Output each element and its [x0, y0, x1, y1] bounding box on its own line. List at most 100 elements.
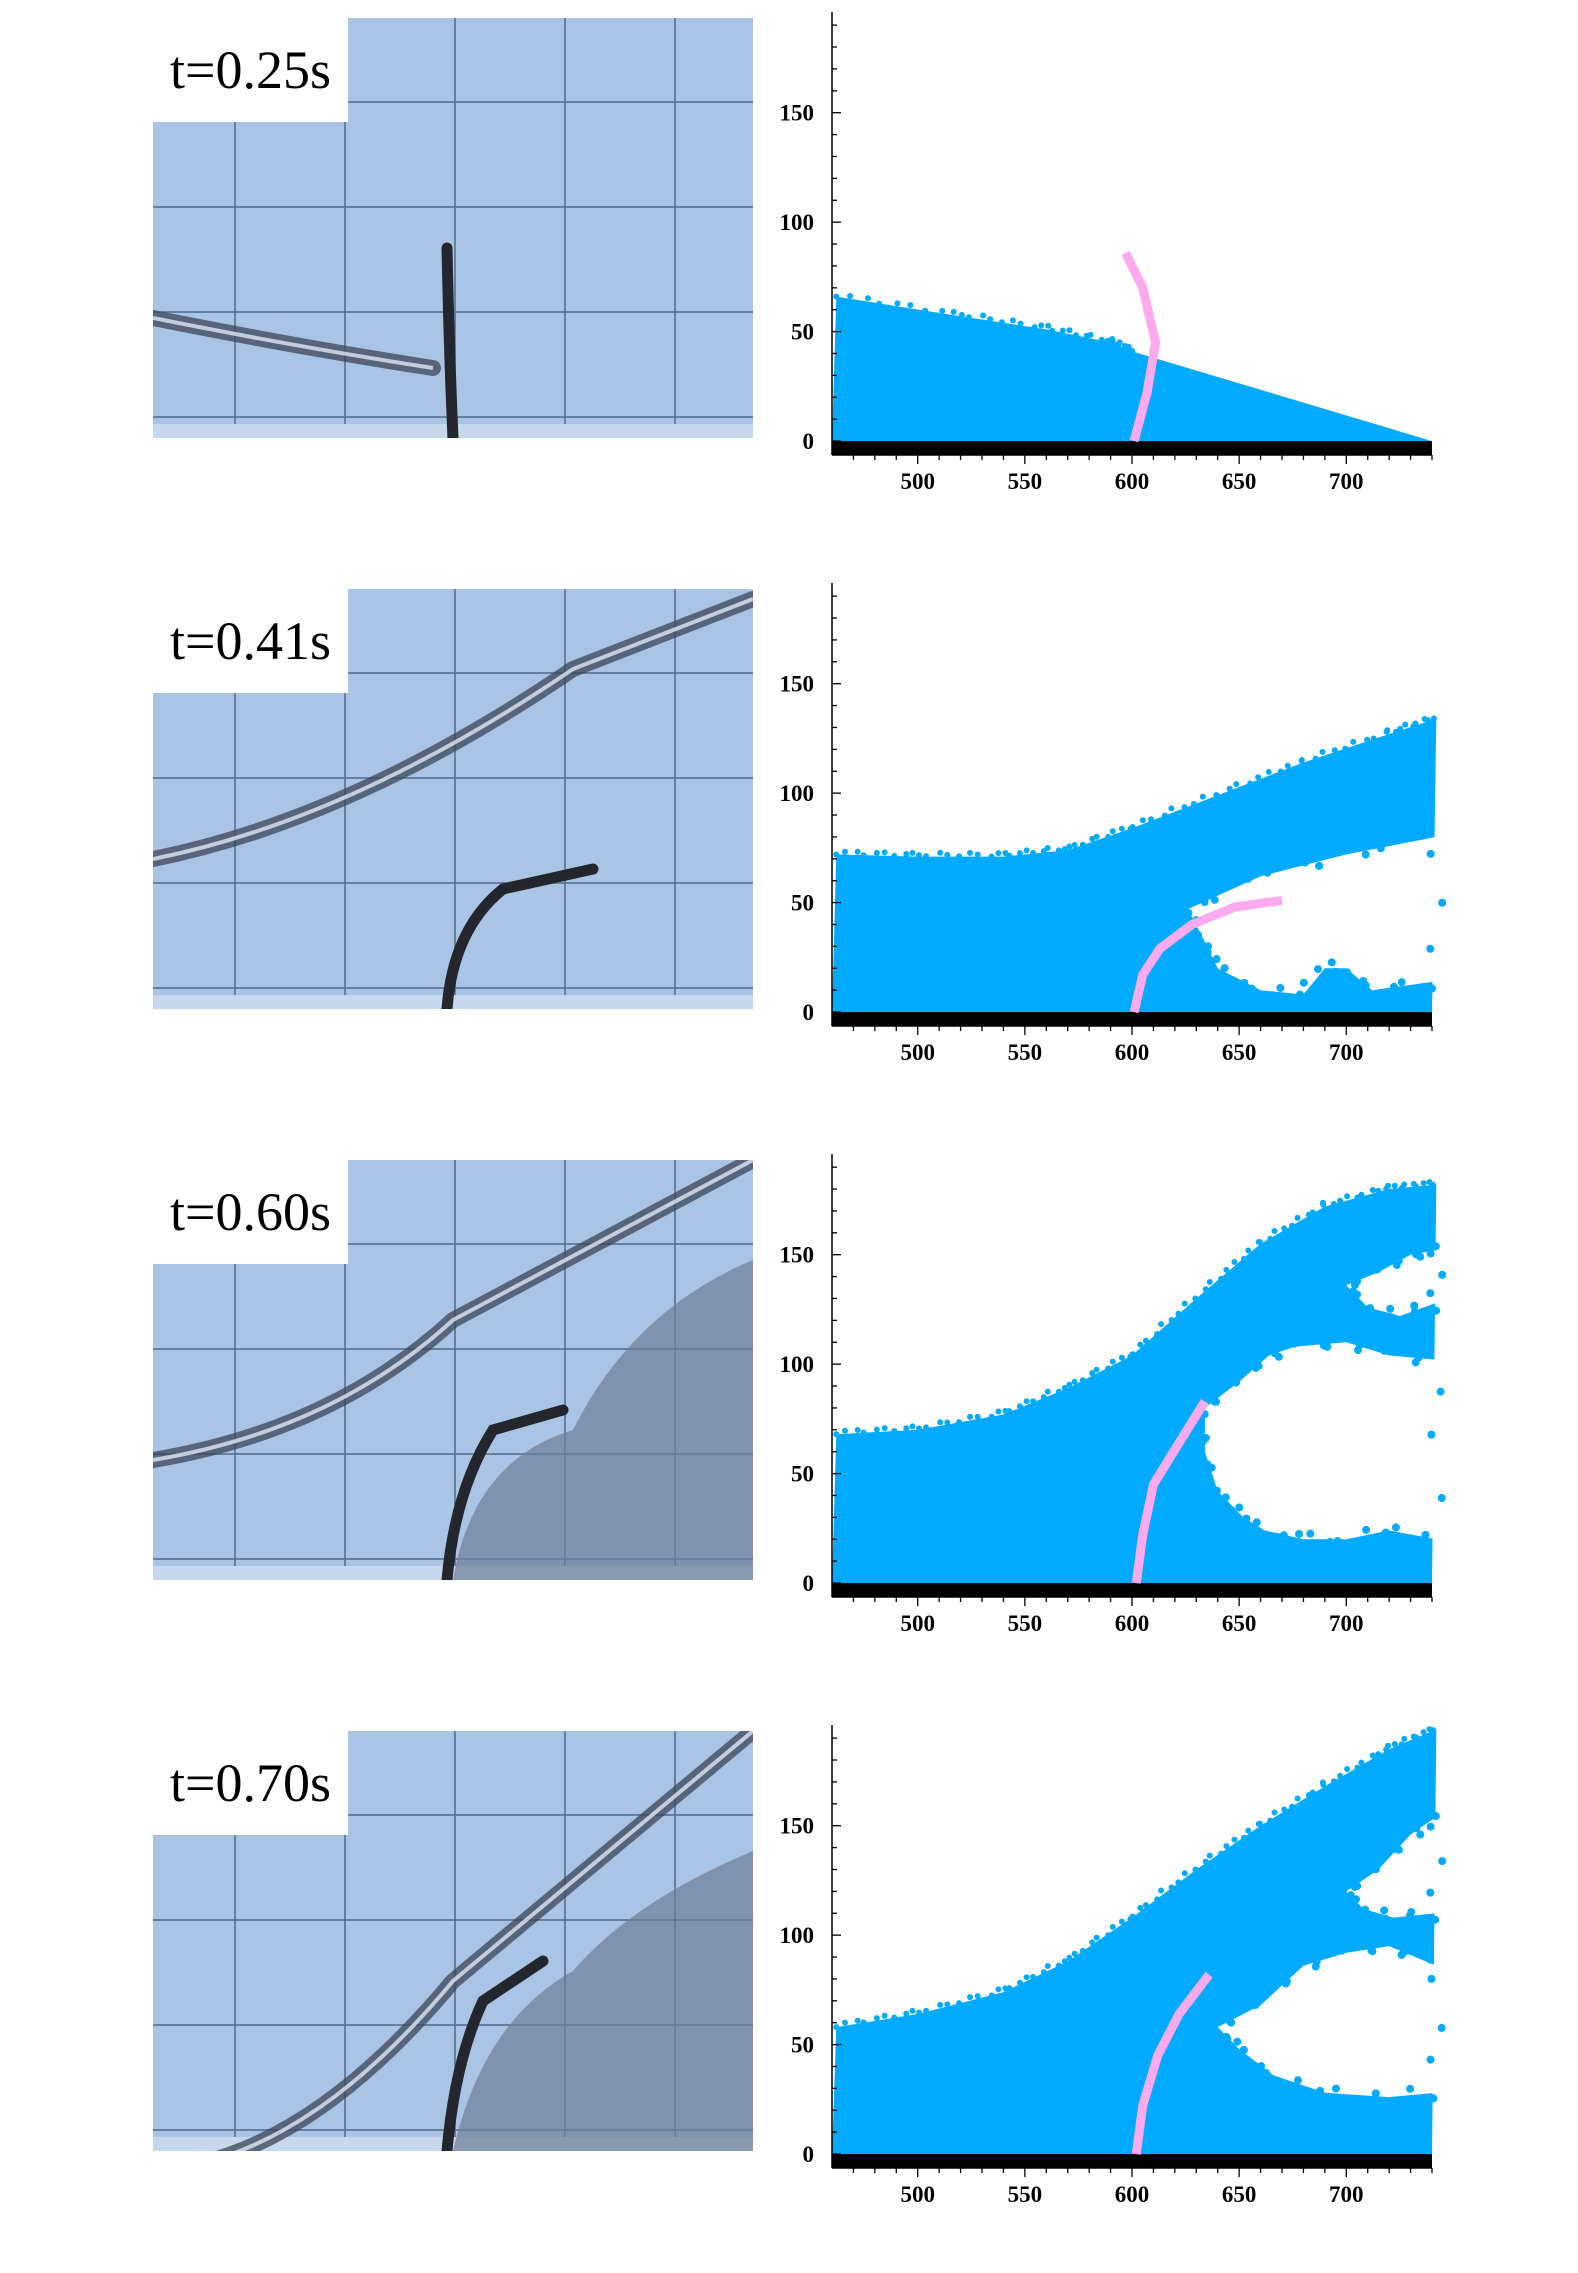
droplet [1427, 984, 1436, 993]
y-tick-label: 100 [780, 1923, 815, 1948]
surface-particle [1223, 1843, 1230, 1850]
surface-particle [1401, 1181, 1408, 1188]
droplet [1233, 2037, 1242, 2046]
surface-particle [1066, 843, 1073, 850]
surface-particle [937, 1419, 944, 1426]
y-tick-label: 0 [803, 2142, 815, 2167]
surface-particle [833, 293, 840, 300]
droplet [1386, 1304, 1395, 1313]
droplet [1235, 1503, 1244, 1512]
surface-particle [1384, 727, 1391, 734]
y-tick-label: 100 [780, 1352, 815, 1377]
droplet [1421, 1530, 1430, 1539]
droplet [1426, 944, 1435, 953]
y-tick-label: 0 [803, 1000, 815, 1025]
surface-particle [1040, 1969, 1047, 1976]
jet-highlight [153, 1160, 753, 1462]
x-tick-label: 600 [1115, 1040, 1150, 1065]
surface-particle [909, 849, 916, 856]
y-tick-label: 150 [780, 672, 815, 697]
droplet [1200, 898, 1209, 907]
surface-particle [1168, 805, 1175, 812]
droplet [1406, 1911, 1415, 1920]
jet-highlight [153, 316, 434, 370]
surface-particle [1309, 1789, 1316, 1796]
x-tick-label: 550 [1008, 1611, 1043, 1636]
droplet [1360, 2096, 1369, 2105]
splash-mass [453, 1851, 753, 2151]
y-tick-label: 100 [780, 781, 815, 806]
flexible-plate [441, 1955, 549, 2151]
surface-particle [1129, 1913, 1136, 1920]
surface-particle [1284, 762, 1291, 769]
surface-particle [944, 2001, 951, 2008]
droplet [1242, 1514, 1251, 1523]
droplet [1251, 1363, 1260, 1372]
surface-particle [841, 1427, 848, 1434]
y-tick-label: 0 [803, 429, 815, 454]
flexible-plate [441, 242, 459, 438]
droplet [1210, 895, 1219, 904]
surface-particle [1192, 1866, 1199, 1873]
surface-particle [1231, 1836, 1238, 1843]
x-tick-label: 500 [900, 1040, 935, 1065]
surface-particle [1364, 736, 1371, 743]
surface-particle [1137, 1904, 1144, 1911]
surface-particle [1017, 320, 1024, 327]
surface-particle [1385, 1742, 1392, 1749]
droplet [1282, 1977, 1291, 1986]
surface-particle [1105, 1932, 1112, 1939]
time-label: t=0.70s [153, 1731, 348, 1835]
surface-particle [833, 1431, 840, 1438]
surface-particle [1104, 337, 1111, 344]
x-tick-label: 550 [1008, 1040, 1043, 1065]
surface-particle [1061, 846, 1068, 853]
jet-highlight [153, 597, 753, 861]
y-tick-label: 150 [780, 101, 815, 126]
surface-particle [1294, 1214, 1301, 1221]
surface-particle [891, 852, 898, 859]
surface-particle [980, 312, 987, 319]
time-label: t=0.41s [153, 589, 348, 693]
splash-particles [1349, 1242, 1447, 1322]
x-tick-label: 700 [1329, 1611, 1364, 1636]
surface-particle [1016, 1403, 1023, 1410]
droplet [1350, 1882, 1359, 1891]
surface-particle [1059, 327, 1066, 334]
surface-particle [1255, 1239, 1262, 1246]
droplet [1437, 2023, 1446, 2032]
jet-highlight [233, 1731, 753, 2151]
droplet [1270, 1349, 1279, 1358]
surface-particle [1223, 1266, 1230, 1273]
droplet [1364, 1304, 1373, 1313]
surface-particle [833, 851, 840, 858]
surface-particle [1066, 1381, 1073, 1388]
air-cavity [1346, 1816, 1437, 1918]
surface-particle [1093, 833, 1100, 840]
droplet [1414, 1353, 1423, 1362]
air-cavity [1204, 1342, 1437, 1540]
droplet [1380, 1346, 1389, 1355]
droplet [1279, 1531, 1288, 1540]
surface-particle [1375, 1751, 1382, 1758]
droplet [1432, 1306, 1441, 1315]
surface-particle [1105, 833, 1112, 840]
surface-particle [1412, 1183, 1419, 1190]
surface-particle [1358, 1759, 1365, 1766]
surface-particle [1055, 847, 1062, 854]
surface-particle [1391, 1182, 1398, 1189]
surface-particle [1038, 322, 1045, 329]
droplet [1286, 2081, 1295, 2090]
surface-particle [1142, 1902, 1149, 1909]
surface-particle [1192, 1295, 1199, 1302]
surface-particle [923, 853, 930, 860]
surface-particle [1298, 757, 1305, 764]
droplet [1292, 1337, 1301, 1346]
surface-particle [967, 849, 974, 856]
surface-particle [1023, 1398, 1030, 1405]
surface-particle [1337, 1772, 1344, 1779]
droplet [1326, 1537, 1335, 1546]
surface-particle [974, 1993, 981, 2000]
surface-particle [1354, 1764, 1361, 1771]
surface-particle [909, 1423, 916, 1430]
